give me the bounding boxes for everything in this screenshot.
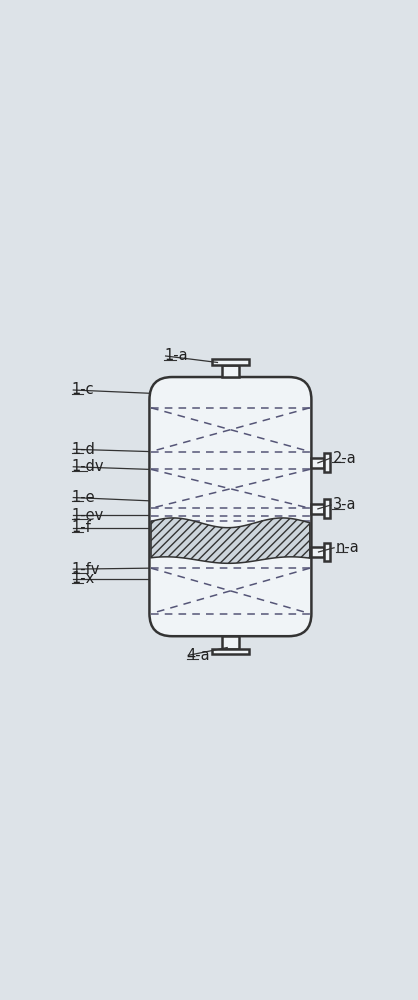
Text: 1-e: 1-e (72, 490, 95, 505)
Bar (222, 365, 240, 377)
Bar (212, 649, 249, 654)
Bar (311, 504, 324, 514)
Text: 1-ev: 1-ev (72, 508, 104, 523)
Bar (324, 499, 329, 518)
Polygon shape (151, 518, 310, 563)
Text: 4-a: 4-a (187, 648, 210, 663)
Text: 1-a: 1-a (164, 348, 188, 363)
Bar (222, 636, 240, 649)
Text: 3-a: 3-a (332, 497, 356, 512)
Text: 1-f: 1-f (72, 520, 92, 535)
Text: 1-c: 1-c (72, 382, 94, 397)
Bar (324, 543, 329, 561)
Bar (311, 547, 324, 557)
Bar (212, 359, 249, 365)
Text: 1-fv: 1-fv (72, 562, 100, 577)
Text: 1-d: 1-d (72, 442, 96, 457)
Text: n-a: n-a (336, 540, 359, 555)
Bar (324, 453, 329, 472)
Bar (311, 458, 324, 468)
Text: 1-dv: 1-dv (72, 459, 104, 474)
Text: 1-x: 1-x (72, 571, 95, 586)
FancyBboxPatch shape (150, 377, 311, 636)
Text: 2-a: 2-a (332, 451, 356, 466)
